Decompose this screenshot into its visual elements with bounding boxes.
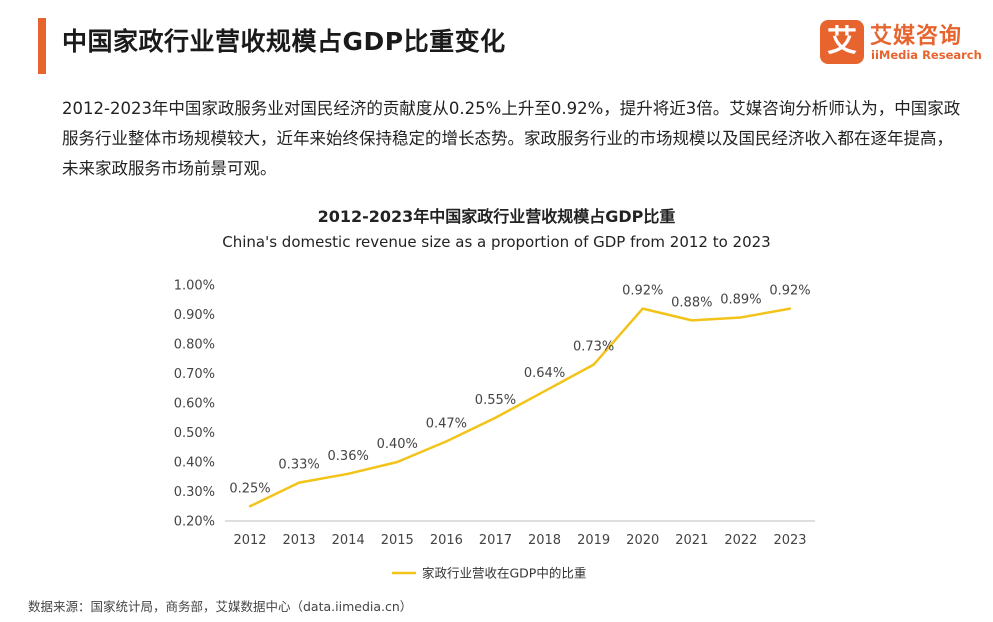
data-point xyxy=(396,460,399,464)
data-label: 0.92% xyxy=(622,284,663,299)
data-point xyxy=(641,307,644,310)
legend-label: 家政行业营收在GDP中的比重 xyxy=(422,566,586,581)
y-tick-label: 0.30% xyxy=(174,485,215,500)
data-label: 0.55% xyxy=(475,393,516,408)
data-point xyxy=(592,363,595,366)
chart-subtitle: China's domestic revenue size as a propo… xyxy=(222,233,771,251)
data-point xyxy=(297,481,301,484)
logo-name-cn: 艾媒咨询 xyxy=(870,24,963,49)
data-point xyxy=(739,316,743,319)
x-tick-label: 2013 xyxy=(283,533,316,548)
data-label: 0.47% xyxy=(426,416,467,431)
data-label: 0.36% xyxy=(328,449,369,464)
data-label: 0.40% xyxy=(377,437,418,452)
data-point xyxy=(788,307,792,310)
data-label: 0.64% xyxy=(524,366,565,381)
x-tick-label: 2017 xyxy=(479,533,512,548)
chart-title: 2012-2023年中国家政行业营收规模占GDP比重 xyxy=(317,207,676,226)
y-tick-label: 0.90% xyxy=(174,308,215,323)
data-label: 0.33% xyxy=(278,458,319,473)
x-tick-label: 2018 xyxy=(528,533,561,548)
data-point xyxy=(248,505,252,508)
y-tick-label: 0.60% xyxy=(174,397,215,412)
title-accent-bar xyxy=(38,18,46,74)
data-label: 0.89% xyxy=(720,292,761,307)
data-point xyxy=(346,472,350,475)
x-tick-label: 2019 xyxy=(577,533,610,548)
data-point xyxy=(494,416,497,419)
page-title: 中国家政行业营收规模占GDP比重变化 xyxy=(62,27,506,56)
iimedia-logo: 艾 艾媒咨询 iiMedia Research xyxy=(820,18,982,70)
intro-paragraph: 2012-2023年中国家政服务业对国民经济的贡献度从0.25%上升至0.92%… xyxy=(62,99,961,178)
x-tick-label: 2021 xyxy=(675,533,708,548)
y-tick-label: 0.80% xyxy=(174,338,215,353)
x-tick-label: 2016 xyxy=(430,533,463,548)
data-label: 0.88% xyxy=(671,295,712,310)
x-tick-label: 2022 xyxy=(724,533,757,548)
y-tick-label: 0.20% xyxy=(174,515,215,530)
data-label: 0.92% xyxy=(769,284,810,299)
data-point xyxy=(543,390,546,393)
data-source-note: 数据来源：国家统计局，商务部，艾媒数据中心（data.iimedia.cn） xyxy=(28,599,413,614)
y-tick-label: 0.40% xyxy=(174,456,215,471)
y-tick-label: 0.70% xyxy=(174,367,215,382)
data-label: 0.25% xyxy=(229,481,270,496)
x-tick-label: 2014 xyxy=(332,533,365,548)
series-line xyxy=(249,307,791,508)
x-tick-label: 2023 xyxy=(773,533,806,548)
data-point xyxy=(690,319,694,322)
x-tick-label: 2012 xyxy=(233,533,266,548)
x-tick-label: 2015 xyxy=(381,533,414,548)
logo-mark-icon: 艾 xyxy=(820,20,864,64)
logo-name-en: iiMedia Research xyxy=(871,48,982,62)
data-label: 0.73% xyxy=(573,340,614,355)
data-point xyxy=(445,440,448,443)
x-tick-label: 2020 xyxy=(626,533,659,548)
y-tick-label: 1.00% xyxy=(174,279,215,294)
y-tick-label: 0.50% xyxy=(174,426,215,441)
